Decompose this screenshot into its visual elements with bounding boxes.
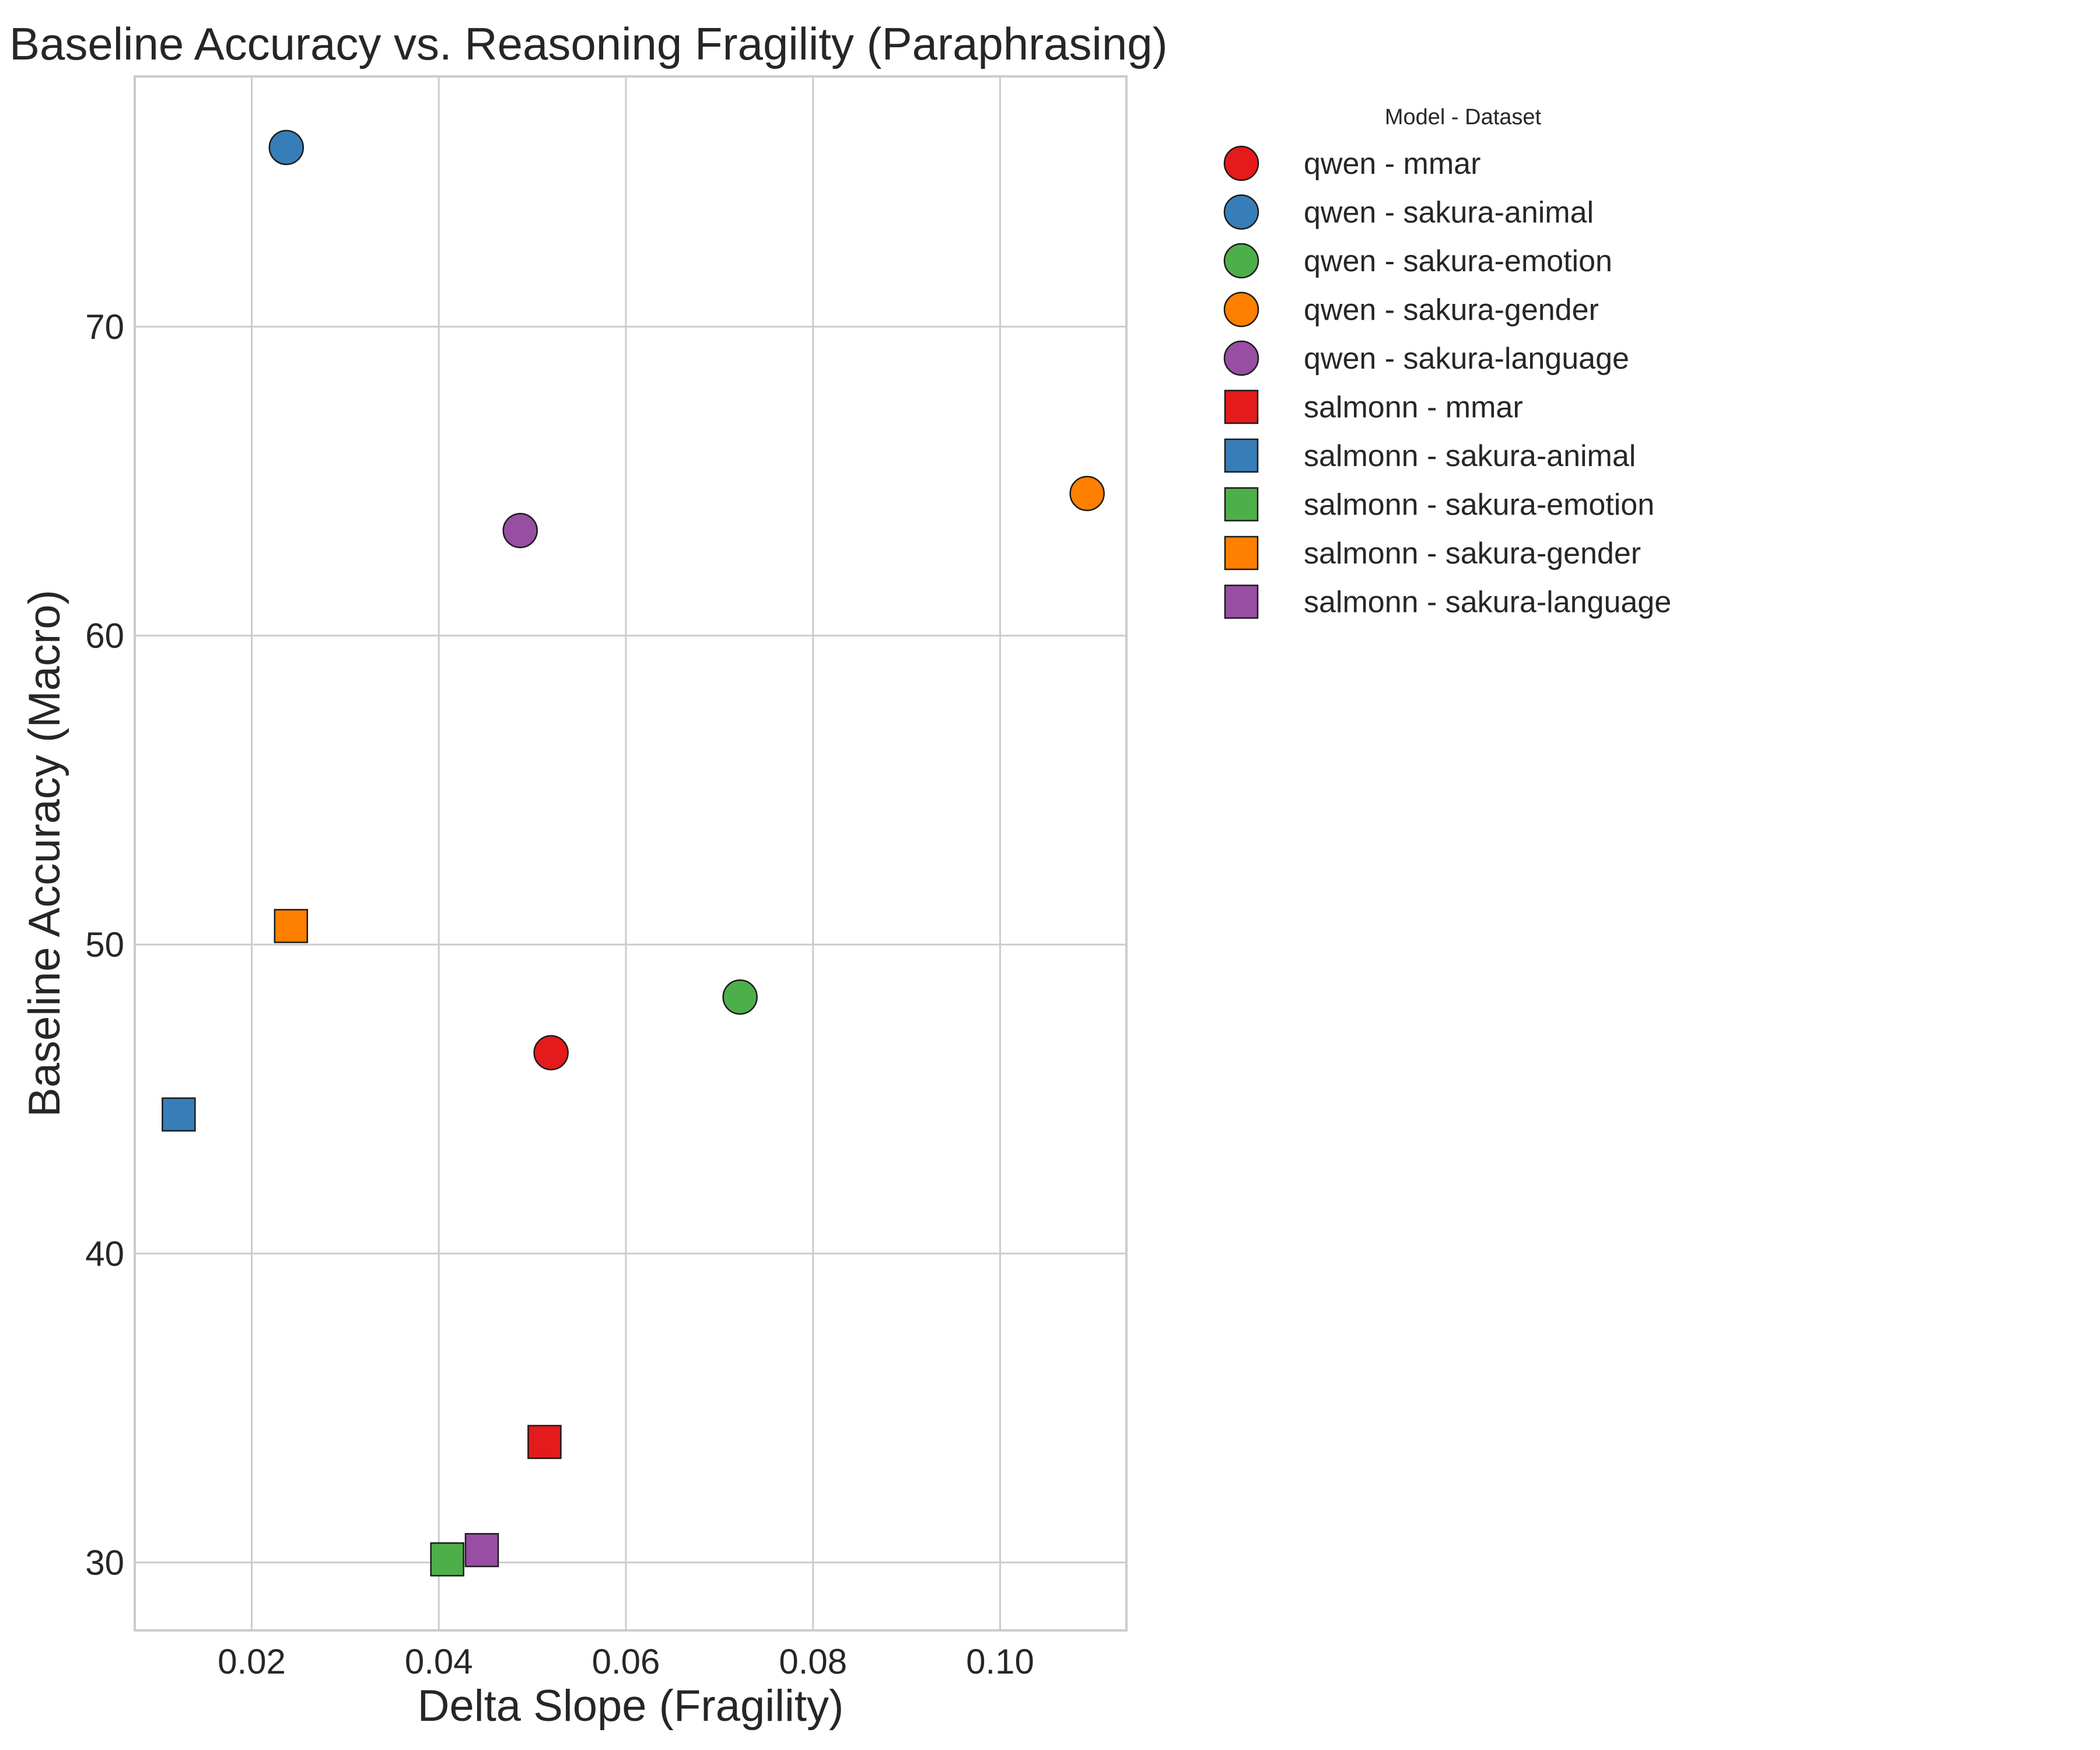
y-axis-label: Baseline Accuracy (Macro) — [20, 590, 69, 1117]
legend-label: qwen - sakura-animal — [1304, 196, 1594, 230]
legend-label: qwen - sakura-emotion — [1304, 244, 1612, 278]
x-tick-label: 0.08 — [779, 1642, 847, 1681]
data-point — [268, 130, 304, 166]
legend-label: salmonn - sakura-language — [1304, 586, 1671, 620]
data-point — [533, 1035, 569, 1070]
data-point — [430, 1542, 464, 1577]
legend-marker — [1224, 487, 1259, 522]
legend-label: salmonn - sakura-animal — [1304, 439, 1636, 473]
data-point — [464, 1533, 499, 1567]
y-tick-label: 60 — [85, 617, 124, 656]
y-tick-label: 30 — [85, 1543, 124, 1582]
legend-title: Model - Dataset — [1385, 105, 1542, 130]
data-points — [162, 130, 1105, 1577]
data-point — [1069, 475, 1105, 512]
grid-lines — [135, 76, 1126, 1630]
x-tick-label: 0.04 — [405, 1642, 473, 1681]
legend-marker — [1223, 292, 1259, 327]
legend-label: qwen - sakura-language — [1304, 342, 1629, 376]
data-point — [162, 1097, 196, 1132]
legend-marker — [1224, 536, 1259, 570]
plot-frame — [134, 75, 1128, 1632]
x-tick-label: 0.02 — [218, 1642, 286, 1681]
legend-label: qwen - mmar — [1304, 147, 1480, 181]
legend-label: salmonn - sakura-gender — [1304, 537, 1641, 570]
legend-label: salmonn - sakura-emotion — [1304, 488, 1654, 522]
legend-marker — [1224, 390, 1259, 424]
legend-label: qwen - sakura-gender — [1304, 293, 1599, 327]
data-point — [502, 513, 538, 548]
legend-marker — [1223, 340, 1259, 376]
legend: Model - Dataset qwen - mmar qwen - sakura… — [1223, 105, 1671, 620]
chart-title: Baseline Accuracy vs. Reasoning Fragilit… — [9, 18, 1168, 69]
x-axis-label: Delta Slope (Fragility) — [418, 1681, 844, 1731]
y-tick-label: 50 — [85, 925, 124, 964]
legend-marker — [1224, 438, 1259, 473]
x-tick-label: 0.06 — [592, 1642, 660, 1681]
data-point — [274, 909, 309, 943]
x-tick-label: 0.10 — [966, 1642, 1034, 1681]
legend-marker — [1224, 584, 1259, 619]
y-tick-label: 40 — [85, 1234, 124, 1273]
legend-marker — [1223, 145, 1259, 181]
data-point — [527, 1424, 562, 1460]
data-point — [722, 979, 758, 1015]
legend-marker — [1223, 194, 1259, 230]
y-tick-label: 70 — [85, 307, 124, 346]
tick-labels: 0.02 0.04 0.06 0.08 0.10 30 40 50 60 70 — [85, 307, 1034, 1681]
legend-marker — [1223, 243, 1259, 279]
legend-label: salmonn - mmar — [1304, 391, 1523, 425]
